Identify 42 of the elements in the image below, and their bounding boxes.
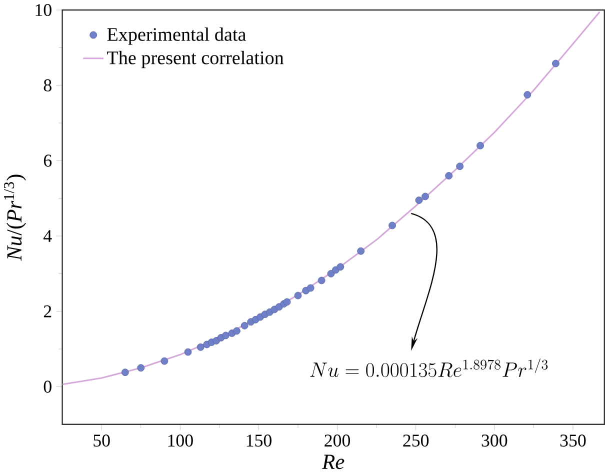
y-tick-label: 2 xyxy=(44,305,52,318)
point xyxy=(422,192,429,200)
annotation: $Nu = 0.000135Re^{1.8978}Pr^{1/3}$ xyxy=(310,358,548,378)
point xyxy=(357,247,365,255)
y-axis-title: Nu/(Pr$^{1/3}$) xyxy=(4,174,26,261)
y-tick-label: 10 xyxy=(36,4,52,16)
point xyxy=(445,172,453,180)
point xyxy=(336,263,344,271)
x-tick-label: 350 xyxy=(560,434,586,447)
x-tick-label: 150 xyxy=(246,434,272,447)
point xyxy=(456,162,464,170)
legend-label: Experimental data xyxy=(107,27,246,45)
x-axis-title: Re xyxy=(322,454,344,470)
point xyxy=(327,270,335,278)
point xyxy=(294,292,302,300)
point xyxy=(240,322,248,330)
point xyxy=(233,327,240,335)
point xyxy=(121,368,129,376)
point xyxy=(137,364,145,372)
line-series xyxy=(62,11,600,386)
point xyxy=(318,276,326,284)
point xyxy=(476,142,484,150)
y-tick-label: 4 xyxy=(44,230,52,242)
x-tick-label: 200 xyxy=(324,434,350,447)
x-tick-label: 250 xyxy=(403,434,429,447)
point xyxy=(415,196,423,204)
point xyxy=(196,343,204,351)
point xyxy=(283,298,291,306)
point xyxy=(222,332,230,340)
point xyxy=(306,284,314,292)
y-tick-label: 8 xyxy=(44,79,52,92)
point xyxy=(388,222,396,230)
point xyxy=(552,60,560,68)
point xyxy=(524,91,532,98)
point xyxy=(184,348,192,356)
point xyxy=(160,357,168,365)
x-tick-label: 50 xyxy=(94,434,110,447)
y-tick-label: 6 xyxy=(44,154,52,167)
y-tick-label: 0 xyxy=(44,380,52,393)
x-tick-label: 100 xyxy=(168,434,193,447)
legend-label: The present correlation xyxy=(107,50,284,68)
x-tick-label: 300 xyxy=(482,434,508,447)
